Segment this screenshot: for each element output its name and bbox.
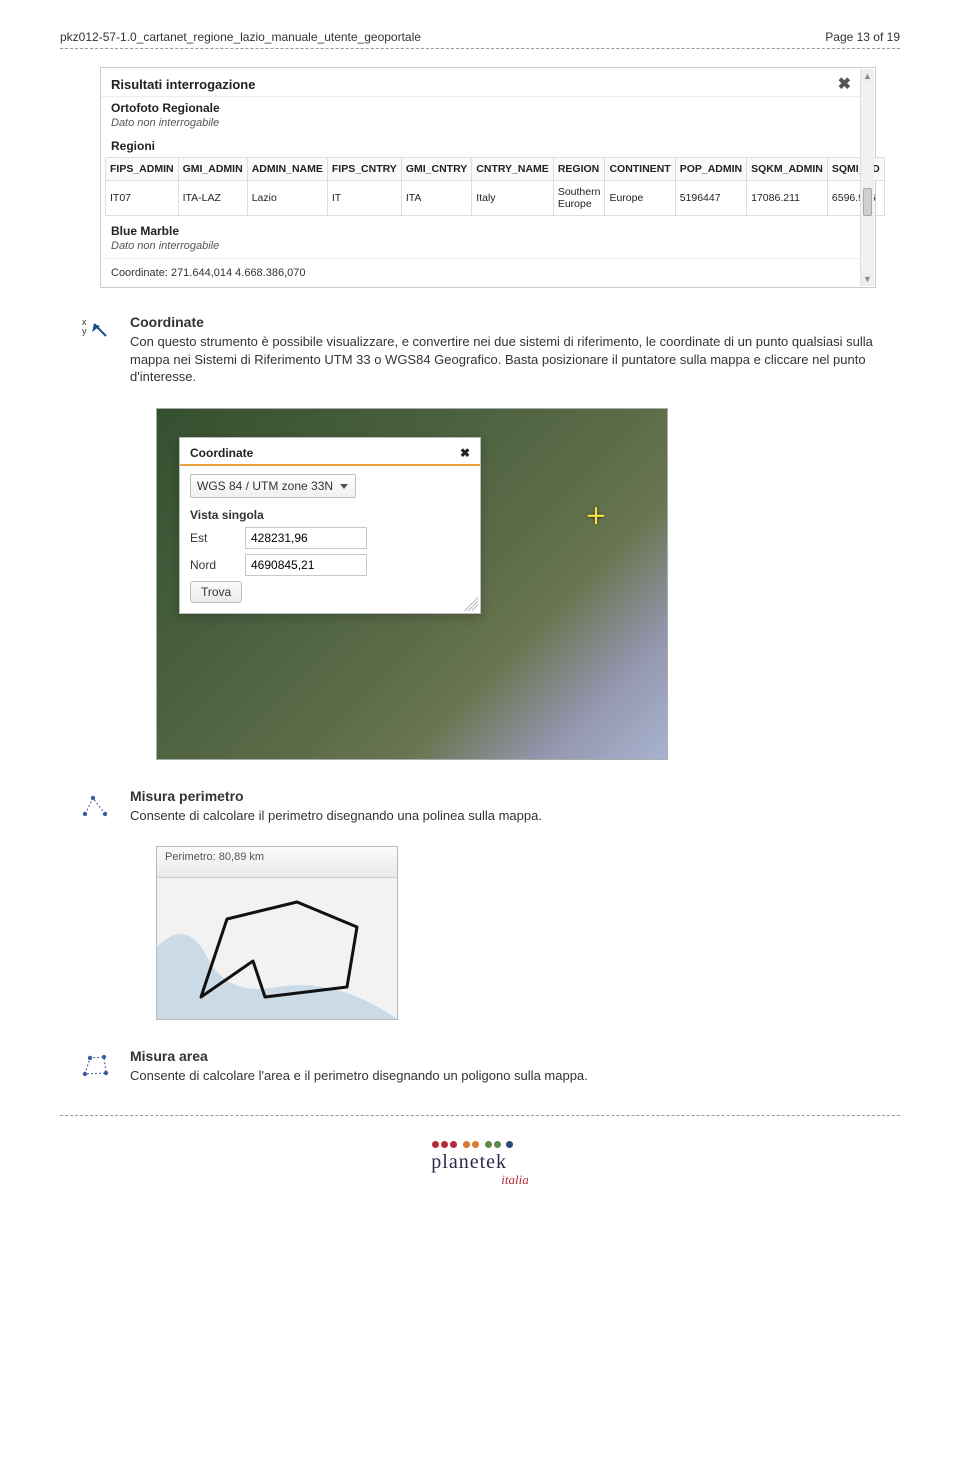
area-title: Misura area <box>130 1048 900 1064</box>
layer-regioni: Regioni <box>101 135 861 155</box>
planetek-logo: planetek italia <box>60 1136 900 1188</box>
resize-grip-icon[interactable] <box>464 597 478 611</box>
coordinate-popup: Coordinate ✖ WGS 84 / UTM zone 33N Vista… <box>179 437 481 614</box>
regioni-table: FIPS_ADMIN GMI_ADMIN ADMIN_NAME FIPS_CNT… <box>105 157 885 216</box>
nord-input[interactable] <box>245 554 367 576</box>
not-queryable-2: Dato non interrogabile <box>101 240 861 258</box>
col-pop-admin: POP_ADMIN <box>675 158 746 181</box>
perimeter-body: Consente di calcolare il perimetro diseg… <box>130 807 900 825</box>
scrollbar[interactable]: ▲ ▼ <box>860 69 874 286</box>
crosshair-icon: ＋ <box>585 499 607 531</box>
est-label: Est <box>190 531 245 545</box>
perimeter-tool-icon <box>80 788 112 820</box>
table-row: IT07 ITA-LAZ Lazio IT ITA Italy Southern… <box>106 181 885 216</box>
coordinate-tool-icon: xy <box>80 314 112 346</box>
area-tool-icon <box>80 1048 112 1080</box>
results-panel: Risultati interrogazione ✖ Ortofoto Regi… <box>100 67 876 288</box>
not-queryable-1: Dato non interrogabile <box>101 117 861 135</box>
coords-footer: Coordinate: 271.644,014 4.668.386,070 <box>101 258 861 287</box>
area-body: Consente di calcolare l'area e il perime… <box>130 1067 900 1085</box>
logo-word: planetek <box>431 1151 528 1174</box>
coordinate-body: Con questo strumento è possibile visuali… <box>130 333 900 386</box>
perimeter-figure: Perimetro: 80,89 km <box>156 846 398 1020</box>
vista-label: Vista singola <box>190 508 470 522</box>
page-number: Page 13 of 19 <box>825 30 900 44</box>
popup-title: Coordinate <box>190 446 253 460</box>
coordinate-map-figure: Coordinate ✖ WGS 84 / UTM zone 33N Vista… <box>156 408 668 760</box>
nord-label: Nord <box>190 558 245 572</box>
crs-dropdown[interactable]: WGS 84 / UTM zone 33N <box>190 474 356 498</box>
perimeter-title: Misura perimetro <box>130 788 900 804</box>
coordinate-title: Coordinate <box>130 314 900 330</box>
close-icon[interactable]: ✖ <box>838 74 851 94</box>
col-cntry-name: CNTRY_NAME <box>472 158 554 181</box>
col-admin-name: ADMIN_NAME <box>247 158 327 181</box>
trova-button[interactable]: Trova <box>190 581 242 603</box>
col-gmi-admin: GMI_ADMIN <box>178 158 247 181</box>
col-continent: CONTINENT <box>605 158 675 181</box>
svg-text:y: y <box>82 326 87 336</box>
col-fips-admin: FIPS_ADMIN <box>106 158 179 181</box>
col-sqmi-ad: SQMI_AD <box>827 158 884 181</box>
col-gmi-cntry: GMI_CNTRY <box>401 158 471 181</box>
col-fips-cntry: FIPS_CNTRY <box>327 158 401 181</box>
col-region: REGION <box>553 158 605 181</box>
logo-sub: italia <box>501 1172 528 1188</box>
est-input[interactable] <box>245 527 367 549</box>
layer-ortofoto: Ortofoto Regionale <box>101 97 861 117</box>
footer-divider <box>60 1115 900 1116</box>
col-sqkm-admin: SQKM_ADMIN <box>747 158 828 181</box>
close-icon[interactable]: ✖ <box>460 446 470 460</box>
results-title: Risultati interrogazione <box>111 77 255 92</box>
doc-path: pkz012-57-1.0_cartanet_regione_lazio_man… <box>60 30 421 44</box>
header-divider <box>60 48 900 49</box>
layer-bluemarble: Blue Marble <box>101 220 861 240</box>
